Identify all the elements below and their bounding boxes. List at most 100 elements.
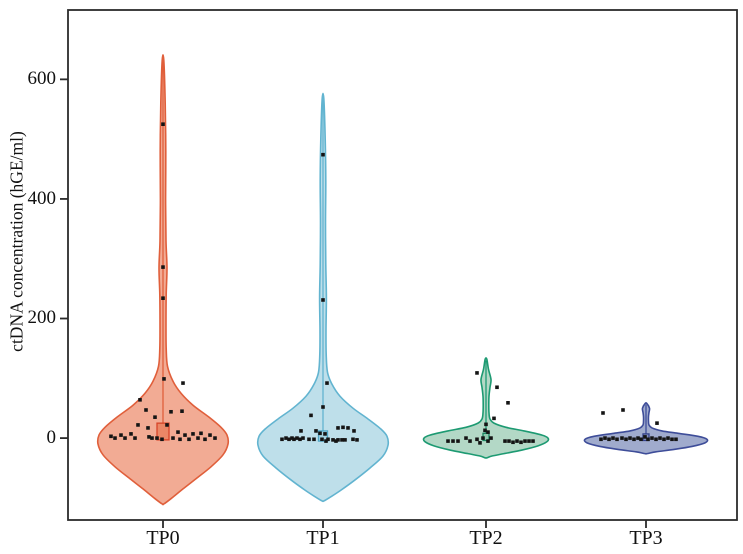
data-point — [351, 437, 355, 442]
data-point — [161, 122, 165, 126]
data-point — [299, 429, 303, 433]
data-point — [506, 401, 510, 405]
data-point — [599, 437, 603, 442]
data-point — [280, 437, 284, 442]
data-point — [144, 408, 148, 412]
data-point — [489, 436, 493, 440]
data-point — [208, 433, 212, 437]
data-point — [213, 436, 217, 440]
data-point — [153, 415, 157, 419]
data-point — [161, 296, 165, 300]
data-point — [187, 437, 191, 442]
data-point — [336, 426, 340, 430]
violin-group-tp2 — [422, 357, 550, 459]
data-point — [136, 423, 140, 427]
data-point — [203, 437, 207, 442]
data-point — [318, 431, 322, 436]
data-point — [646, 437, 650, 442]
data-point — [666, 436, 670, 440]
data-point — [621, 408, 625, 412]
data-point — [603, 436, 607, 440]
y-tick-label-200: 200 — [27, 307, 57, 328]
data-point — [456, 439, 460, 443]
data-point — [191, 432, 195, 436]
data-point — [643, 435, 647, 439]
data-point — [109, 434, 113, 439]
data-point — [298, 437, 302, 442]
plot-frame — [67, 9, 738, 521]
data-point — [290, 436, 294, 440]
x-category-label-tp3: TP3 — [629, 527, 663, 549]
y-tick-label-0: 0 — [46, 427, 57, 448]
violin-group-tp0 — [96, 54, 230, 506]
data-point — [483, 428, 487, 433]
data-point — [181, 381, 185, 385]
data-point — [620, 436, 624, 440]
data-point — [484, 422, 488, 427]
x-category-label-tp0: TP0 — [146, 527, 180, 549]
data-point — [341, 425, 345, 430]
data-point — [160, 437, 164, 442]
data-point — [464, 436, 468, 440]
data-point — [486, 439, 490, 443]
data-point — [519, 440, 523, 445]
data-point — [180, 409, 184, 413]
data-point — [162, 377, 166, 381]
data-point — [355, 438, 359, 442]
data-point — [119, 433, 123, 437]
data-point — [150, 436, 154, 440]
data-point — [321, 152, 325, 157]
data-point — [475, 371, 479, 375]
data-point — [655, 421, 659, 425]
data-point — [611, 436, 615, 440]
data-point — [323, 432, 327, 436]
data-point — [113, 436, 117, 440]
data-point — [607, 437, 611, 442]
data-point — [639, 437, 643, 442]
data-point — [321, 405, 325, 409]
data-point — [492, 416, 496, 421]
data-point — [601, 411, 605, 415]
data-point — [129, 432, 133, 436]
data-point — [314, 429, 318, 433]
data-point — [650, 436, 654, 440]
data-point — [507, 439, 511, 443]
data-point — [155, 436, 159, 440]
data-point — [325, 381, 329, 385]
x-category-label-tp1: TP1 — [306, 527, 340, 549]
data-point — [287, 437, 291, 442]
data-point — [670, 437, 674, 442]
data-point — [146, 426, 150, 430]
data-point — [138, 398, 142, 402]
data-point — [309, 413, 313, 418]
data-point — [636, 436, 640, 440]
data-point — [495, 385, 499, 390]
data-point — [284, 436, 288, 440]
data-point — [475, 437, 479, 442]
data-point — [133, 436, 137, 440]
data-point — [334, 439, 338, 443]
data-point — [624, 437, 628, 442]
data-point — [123, 436, 127, 440]
data-point — [615, 437, 619, 442]
data-point — [503, 439, 507, 443]
data-point — [481, 436, 485, 440]
data-point — [165, 423, 169, 427]
violin-group-tp3 — [583, 402, 709, 455]
data-point — [169, 409, 173, 414]
data-point — [336, 438, 340, 442]
data-point — [628, 436, 632, 440]
data-point — [531, 439, 535, 443]
data-point — [527, 439, 531, 443]
y-tick-label-600: 600 — [27, 68, 57, 89]
data-point — [340, 438, 344, 442]
y-tick-label-400: 400 — [27, 188, 57, 209]
data-point — [515, 439, 519, 443]
data-point — [307, 437, 311, 442]
data-point — [511, 440, 515, 445]
data-point — [674, 437, 678, 442]
data-point — [199, 431, 203, 436]
data-point — [343, 438, 347, 442]
data-point — [654, 437, 658, 442]
